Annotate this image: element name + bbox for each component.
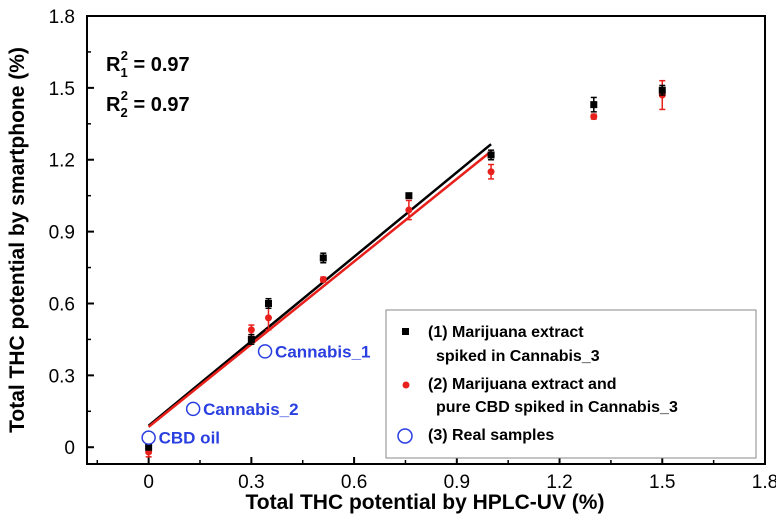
- fit-lines: [147, 143, 492, 428]
- plot-frame: [86, 15, 766, 465]
- x-axis: 0 0.3 0.6 0.9 1.2 1.5 1.8: [96, 457, 776, 493]
- x-tick-label: 1.5: [649, 472, 675, 493]
- legend-entry-2-line-2: pure CBD spiked in Cannabis_3: [436, 399, 678, 416]
- red-point: [405, 206, 413, 214]
- r1-sub: 1: [120, 65, 127, 80]
- legend-marker-open-circle: [397, 428, 413, 444]
- y-axis: 0 0.3 0.6 0.9 1.2 1.5 1.8: [49, 7, 94, 459]
- x-tick-label: 1.2: [546, 472, 572, 493]
- legend: (1) Marijuana extract spiked in Cannabis…: [385, 309, 757, 459]
- square-point: [264, 299, 272, 307]
- x-tick-label: 0: [143, 472, 154, 493]
- y-tick-label: 0: [64, 438, 75, 459]
- y-axis-title: Total THC potential by smartphone (%): [6, 47, 29, 433]
- r2-value: = 0.97: [128, 94, 190, 116]
- square-point: [145, 443, 153, 451]
- r1-sup: 2: [121, 48, 128, 63]
- y-tick-label: 1.5: [49, 79, 75, 100]
- x-axis-title: Total THC potential by HPLC-UV (%): [246, 491, 605, 514]
- legend-entry-2-line-1: (2) Marijuana extract and: [428, 376, 617, 393]
- y-tick-label: 1.2: [49, 151, 75, 172]
- y-tick-label: 1.8: [49, 7, 75, 28]
- x-tick-label: 1.8: [752, 472, 776, 493]
- red-point: [247, 326, 255, 334]
- r2-prefix: R: [106, 94, 121, 116]
- x-tick-label: 0.9: [444, 472, 470, 493]
- x-tick-label: 0.3: [238, 472, 264, 493]
- data-points: [141, 79, 666, 458]
- square-point: [319, 254, 327, 262]
- sample-label-cbd-oil: CBD oil: [159, 429, 220, 448]
- real-sample-point: [141, 430, 156, 445]
- legend-marker-square: [402, 328, 409, 335]
- sample-label-cannabis-2: Cannabis_2: [203, 400, 298, 419]
- legend-entry-3: (3) Real samples: [428, 427, 554, 444]
- square-point: [247, 335, 255, 343]
- fit-1-line: [147, 143, 492, 427]
- square-point: [590, 101, 598, 109]
- real-sample-point: [185, 401, 201, 417]
- r1-prefix: R: [106, 54, 121, 76]
- square-point: [658, 86, 666, 94]
- legend-entry-1-line-1: (1) Marijuana extract: [428, 324, 584, 341]
- y-tick-label: 0.9: [49, 223, 75, 244]
- y-tick-label: 0.6: [49, 294, 75, 315]
- r1-value: = 0.97: [128, 54, 190, 76]
- r2-sub: 2: [120, 105, 127, 120]
- x-tick-label: 0.6: [341, 472, 367, 493]
- real-sample-point: [257, 344, 273, 359]
- legend-marker-red-circle: [402, 381, 410, 389]
- r2-sup: 2: [121, 88, 128, 103]
- red-point: [487, 168, 495, 176]
- fit-2-line: [147, 150, 492, 428]
- sample-label-cannabis-1: Cannabis_1: [275, 342, 370, 361]
- square-point: [405, 192, 413, 200]
- red-point: [590, 113, 598, 121]
- sample-labels: CBD oil Cannabis_2 Cannabis_1: [159, 342, 371, 447]
- y-tick-label: 0.3: [49, 366, 75, 387]
- legend-entry-1-line-2: spiked in Cannabis_3: [436, 348, 600, 365]
- square-point: [487, 151, 495, 159]
- r2-annotation: R2 2 = 0.97: [106, 88, 190, 120]
- r1-annotation: R1 2 = 0.97: [106, 48, 190, 80]
- red-point: [264, 314, 272, 322]
- red-point: [319, 276, 327, 284]
- legend-box: [385, 309, 757, 459]
